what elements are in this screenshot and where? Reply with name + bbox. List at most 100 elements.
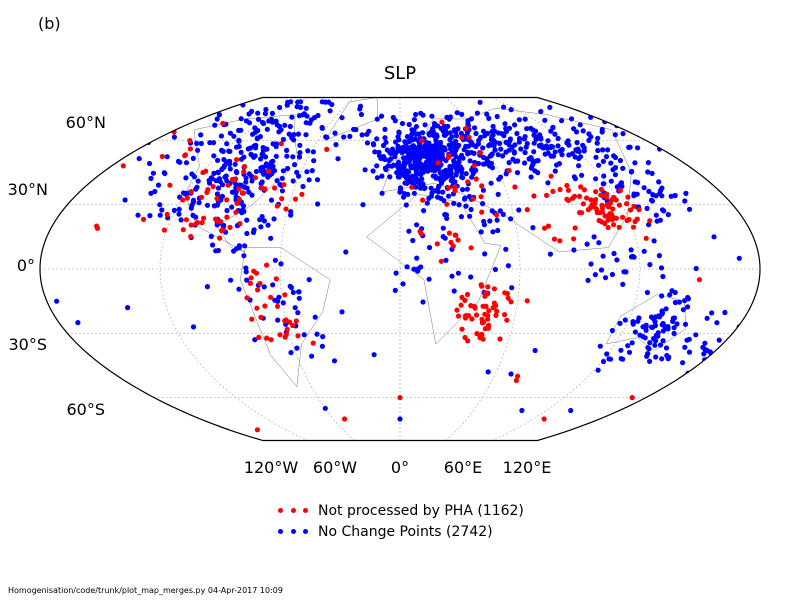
station-point-not-processed (258, 314, 264, 320)
station-point-no-change (252, 129, 258, 135)
station-point-no-change (411, 266, 417, 272)
station-point-not-processed (610, 206, 616, 212)
station-point-no-change (335, 156, 341, 162)
station-point-not-processed (515, 373, 521, 379)
legend-entry-not-processed: Not processed by PHA (1162) (278, 500, 524, 521)
station-point-no-change (407, 138, 413, 144)
station-point-no-change (559, 118, 565, 124)
station-point-no-change (477, 99, 483, 105)
station-point-no-change (413, 111, 419, 118)
station-point-no-change (402, 158, 408, 164)
station-point-no-change (275, 317, 281, 323)
station-point-not-processed (120, 163, 126, 169)
station-point-not-processed (565, 197, 572, 203)
station-point-no-change (274, 178, 280, 184)
lat-label-30n: 30°N (7, 180, 48, 199)
legend-marker-red (278, 508, 308, 513)
station-point-no-change (311, 158, 317, 164)
station-point-no-change (620, 131, 626, 137)
station-point-no-change (481, 222, 487, 228)
station-point-no-change (617, 320, 623, 326)
station-point-no-change (243, 269, 249, 275)
station-point-not-processed (438, 258, 444, 264)
station-point-no-change (392, 154, 398, 160)
station-point-no-change (538, 108, 544, 115)
station-point-no-change (221, 157, 227, 163)
station-point-no-change (426, 276, 432, 282)
station-point-no-change (484, 111, 490, 117)
station-point-no-change (574, 140, 580, 146)
station-point-no-change (473, 130, 479, 137)
lon-label-60w: 60°W (312, 458, 358, 477)
station-point-not-processed (268, 337, 274, 343)
station-point-not-processed (504, 317, 510, 323)
station-point-no-change (413, 124, 419, 130)
station-point-no-change (210, 140, 217, 146)
station-point-no-change (652, 319, 658, 325)
station-point-no-change (451, 159, 457, 165)
station-point-no-change (204, 202, 211, 208)
station-point-no-change (280, 300, 286, 306)
station-point-no-change (268, 197, 275, 203)
station-point-not-processed (479, 183, 485, 189)
station-point-no-change (617, 181, 624, 187)
station-point-no-change (689, 372, 696, 378)
station-point-no-change (159, 207, 165, 213)
station-point-no-change (188, 205, 194, 211)
station-point-not-processed (494, 308, 500, 314)
station-point-no-change (405, 191, 411, 197)
station-point-no-change (656, 179, 662, 185)
station-point-no-change (494, 113, 500, 120)
station-point-no-change (236, 137, 242, 143)
station-point-no-change (255, 110, 261, 116)
station-point-not-processed (565, 187, 572, 193)
station-point-no-change (297, 150, 303, 156)
station-point-no-change (449, 141, 455, 147)
station-point-no-change (496, 176, 502, 182)
station-point-no-change (575, 146, 581, 152)
station-point-no-change (503, 125, 509, 132)
station-point-no-change (396, 173, 402, 179)
station-point-no-change (217, 178, 223, 185)
station-point-no-change (600, 147, 606, 153)
station-point-no-change (663, 306, 669, 312)
station-point-no-change (319, 124, 325, 131)
station-point-no-change (412, 173, 418, 179)
station-point-no-change (550, 153, 557, 159)
station-point-no-change (414, 152, 420, 158)
station-point-not-processed (459, 326, 465, 332)
station-point-no-change (532, 347, 538, 354)
station-point-not-processed (463, 125, 470, 131)
station-point-no-change (399, 170, 405, 176)
station-point-no-change (379, 173, 385, 179)
station-point-no-change (376, 149, 382, 155)
station-point-no-change (414, 145, 420, 151)
station-point-not-processed (268, 294, 274, 300)
station-point-no-change (224, 141, 230, 147)
station-point-no-change (261, 218, 267, 224)
station-point-no-change (218, 133, 224, 139)
station-point-no-change (485, 369, 491, 375)
station-point-no-change (670, 318, 676, 324)
station-point-not-processed (409, 184, 415, 190)
station-point-not-processed (557, 186, 563, 193)
station-point-no-change (488, 153, 494, 159)
station-point-not-processed (593, 189, 599, 195)
station-point-no-change (497, 208, 503, 214)
station-point-not-processed (277, 332, 283, 338)
station-point-no-change (161, 170, 167, 176)
station-point-no-change (183, 190, 189, 196)
station-point-not-processed (199, 220, 205, 226)
station-point-not-processed (504, 291, 510, 297)
station-point-no-change (522, 116, 528, 122)
station-point-no-change (157, 202, 163, 208)
station-point-no-change (305, 148, 311, 154)
station-point-no-change (384, 147, 390, 153)
station-point-no-change (642, 335, 648, 341)
station-point-no-change (236, 243, 242, 249)
station-point-no-change (262, 111, 268, 117)
station-point-not-processed (201, 215, 207, 221)
station-point-no-change (498, 146, 504, 152)
station-point-no-change (612, 154, 619, 161)
station-point-no-change (480, 187, 486, 193)
